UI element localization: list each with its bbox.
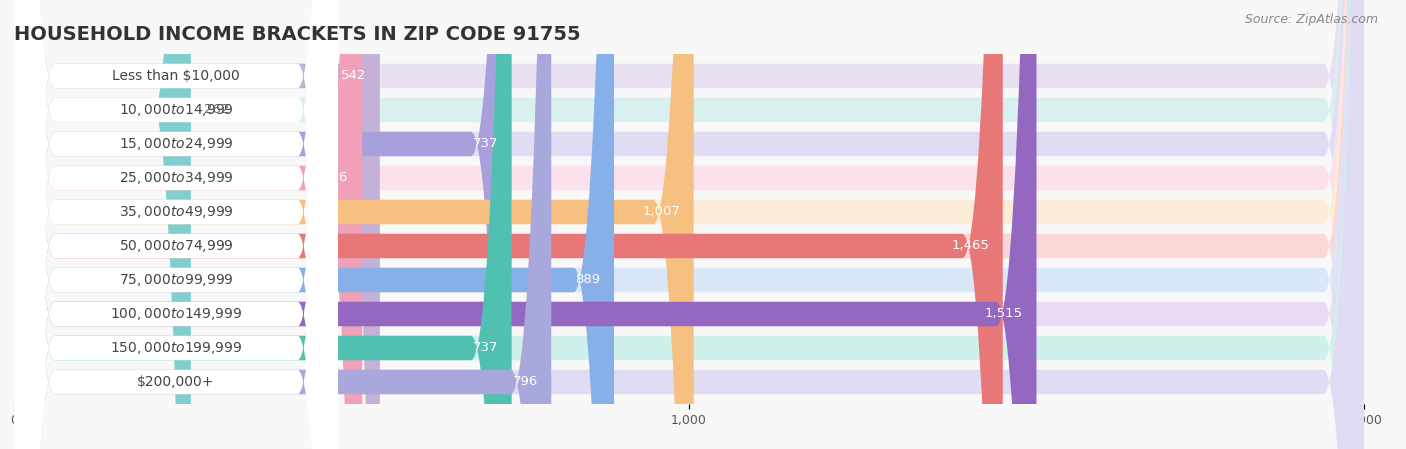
- Text: $200,000+: $200,000+: [138, 375, 215, 389]
- FancyBboxPatch shape: [14, 0, 693, 449]
- FancyBboxPatch shape: [14, 0, 1364, 449]
- Text: 262: 262: [204, 103, 229, 116]
- FancyBboxPatch shape: [14, 0, 363, 449]
- FancyBboxPatch shape: [14, 0, 380, 449]
- Text: $150,000 to $199,999: $150,000 to $199,999: [110, 340, 242, 356]
- Text: $75,000 to $99,999: $75,000 to $99,999: [118, 272, 233, 288]
- FancyBboxPatch shape: [14, 0, 191, 449]
- Text: $35,000 to $49,999: $35,000 to $49,999: [118, 204, 233, 220]
- Text: 516: 516: [323, 172, 349, 185]
- FancyBboxPatch shape: [14, 0, 1364, 449]
- FancyBboxPatch shape: [14, 0, 614, 449]
- FancyBboxPatch shape: [14, 0, 337, 449]
- FancyBboxPatch shape: [14, 0, 337, 449]
- FancyBboxPatch shape: [14, 0, 1364, 449]
- FancyBboxPatch shape: [14, 0, 1364, 449]
- FancyBboxPatch shape: [14, 0, 1002, 449]
- Text: 737: 737: [472, 342, 498, 355]
- Text: $10,000 to $14,999: $10,000 to $14,999: [118, 102, 233, 118]
- Text: 1,007: 1,007: [643, 206, 681, 219]
- FancyBboxPatch shape: [14, 0, 337, 449]
- Text: 737: 737: [472, 137, 498, 150]
- FancyBboxPatch shape: [14, 0, 337, 449]
- Text: 1,515: 1,515: [984, 308, 1024, 321]
- Text: $15,000 to $24,999: $15,000 to $24,999: [118, 136, 233, 152]
- FancyBboxPatch shape: [14, 0, 337, 449]
- FancyBboxPatch shape: [14, 0, 1036, 449]
- Text: Less than $10,000: Less than $10,000: [112, 69, 240, 83]
- FancyBboxPatch shape: [14, 0, 1364, 449]
- FancyBboxPatch shape: [14, 0, 512, 449]
- Text: HOUSEHOLD INCOME BRACKETS IN ZIP CODE 91755: HOUSEHOLD INCOME BRACKETS IN ZIP CODE 91…: [14, 25, 581, 44]
- FancyBboxPatch shape: [14, 0, 1364, 449]
- Text: 542: 542: [342, 70, 367, 83]
- FancyBboxPatch shape: [14, 0, 512, 449]
- FancyBboxPatch shape: [14, 0, 1364, 449]
- FancyBboxPatch shape: [14, 0, 337, 449]
- FancyBboxPatch shape: [14, 0, 1364, 449]
- Text: 1,465: 1,465: [952, 239, 990, 252]
- FancyBboxPatch shape: [14, 0, 337, 449]
- FancyBboxPatch shape: [14, 0, 1364, 449]
- Text: Source: ZipAtlas.com: Source: ZipAtlas.com: [1244, 13, 1378, 26]
- FancyBboxPatch shape: [14, 0, 1364, 449]
- Text: $50,000 to $74,999: $50,000 to $74,999: [118, 238, 233, 254]
- Text: $25,000 to $34,999: $25,000 to $34,999: [118, 170, 233, 186]
- Text: 889: 889: [575, 273, 600, 286]
- FancyBboxPatch shape: [14, 0, 337, 449]
- Text: $100,000 to $149,999: $100,000 to $149,999: [110, 306, 242, 322]
- FancyBboxPatch shape: [14, 0, 551, 449]
- Text: 796: 796: [513, 375, 537, 388]
- FancyBboxPatch shape: [14, 0, 337, 449]
- FancyBboxPatch shape: [14, 0, 337, 449]
